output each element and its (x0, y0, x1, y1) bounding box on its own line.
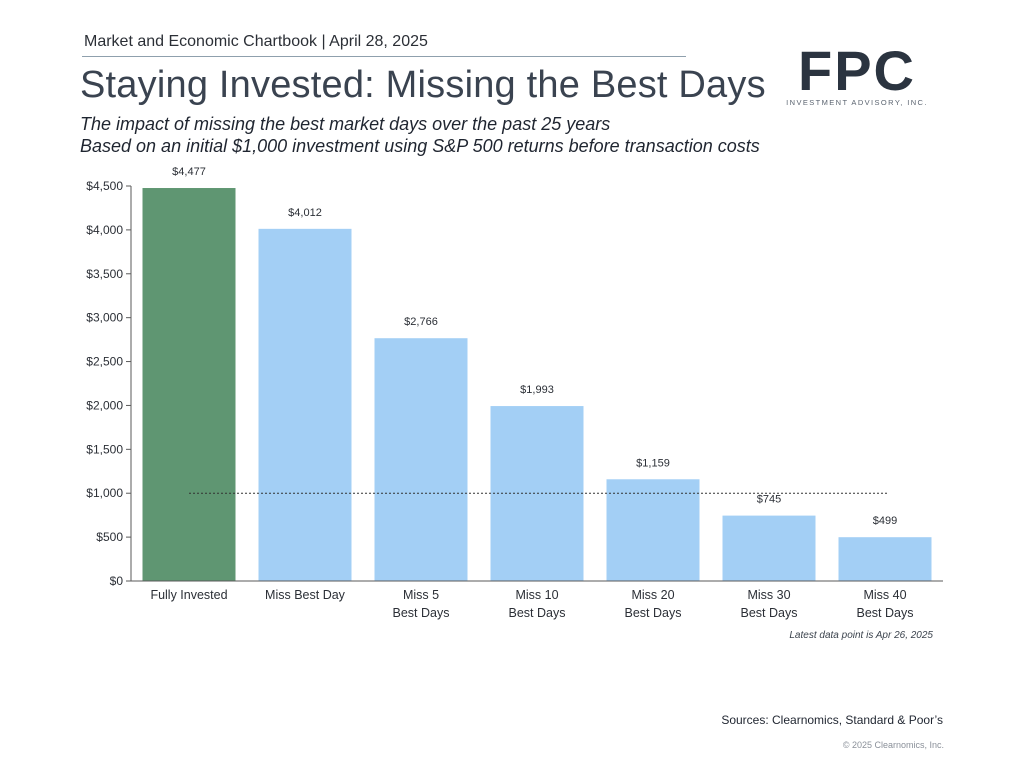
fpc-logo-subtext: INVESTMENT ADVISORY, INC. (786, 98, 928, 107)
page-title: Staying Invested: Missing the Best Days (80, 64, 766, 106)
fpc-logo-text: FPC (798, 39, 916, 102)
y-tick-label: $0 (110, 574, 124, 588)
data-label: $2,766 (404, 316, 438, 328)
data-label: $745 (757, 494, 781, 506)
copyright: © 2025 Clearnomics, Inc. (842, 740, 944, 750)
subtitle-line-2: Based on an initial $1,000 investment us… (80, 136, 760, 156)
y-tick-label: $500 (96, 530, 123, 544)
y-tick-label: $3,500 (86, 267, 123, 281)
y-tick-label: $4,000 (86, 223, 123, 237)
x-tick-label: Best Days (393, 606, 450, 620)
y-tick-label: $3,000 (86, 311, 123, 325)
x-tick-label: Best Days (857, 606, 914, 620)
bar (142, 188, 236, 581)
data-label: $4,477 (172, 166, 206, 178)
sources: Sources: Clearnomics, Standard & Poor’s (721, 713, 943, 727)
bar (838, 537, 932, 581)
data-label: $4,012 (288, 207, 322, 219)
fpc-logo: FPC (798, 39, 916, 102)
data-label: $499 (873, 515, 897, 527)
chartbook-date: Market and Economic Chartbook | April 28… (84, 33, 428, 50)
x-tick-label: Best Days (625, 606, 682, 620)
bar (606, 479, 700, 581)
x-tick-label: Miss 20 (631, 588, 674, 602)
y-tick-label: $2,000 (86, 398, 123, 412)
y-tick-label: $2,500 (86, 355, 123, 369)
data-label: $1,993 (520, 384, 554, 396)
bar (722, 515, 816, 581)
data-label: $1,159 (636, 457, 670, 469)
x-tick-label: Miss Best Day (265, 588, 346, 602)
y-tick-label: $1,500 (86, 442, 123, 456)
x-tick-label: Miss 5 (403, 588, 439, 602)
bar (258, 228, 352, 581)
subtitle-line-1: The impact of missing the best market da… (80, 114, 611, 134)
x-tick-label: Best Days (741, 606, 798, 620)
bar (374, 338, 468, 581)
y-tick-label: $1,000 (86, 486, 123, 500)
x-tick-label: Miss 10 (515, 588, 558, 602)
x-tick-label: Miss 30 (747, 588, 790, 602)
header-divider (82, 56, 686, 57)
footnote: Latest data point is Apr 26, 2025 (789, 630, 933, 641)
x-tick-label: Fully Invested (150, 588, 227, 602)
x-tick-label: Best Days (509, 606, 566, 620)
x-tick-label: Miss 40 (863, 588, 906, 602)
y-tick-label: $4,500 (86, 179, 123, 193)
